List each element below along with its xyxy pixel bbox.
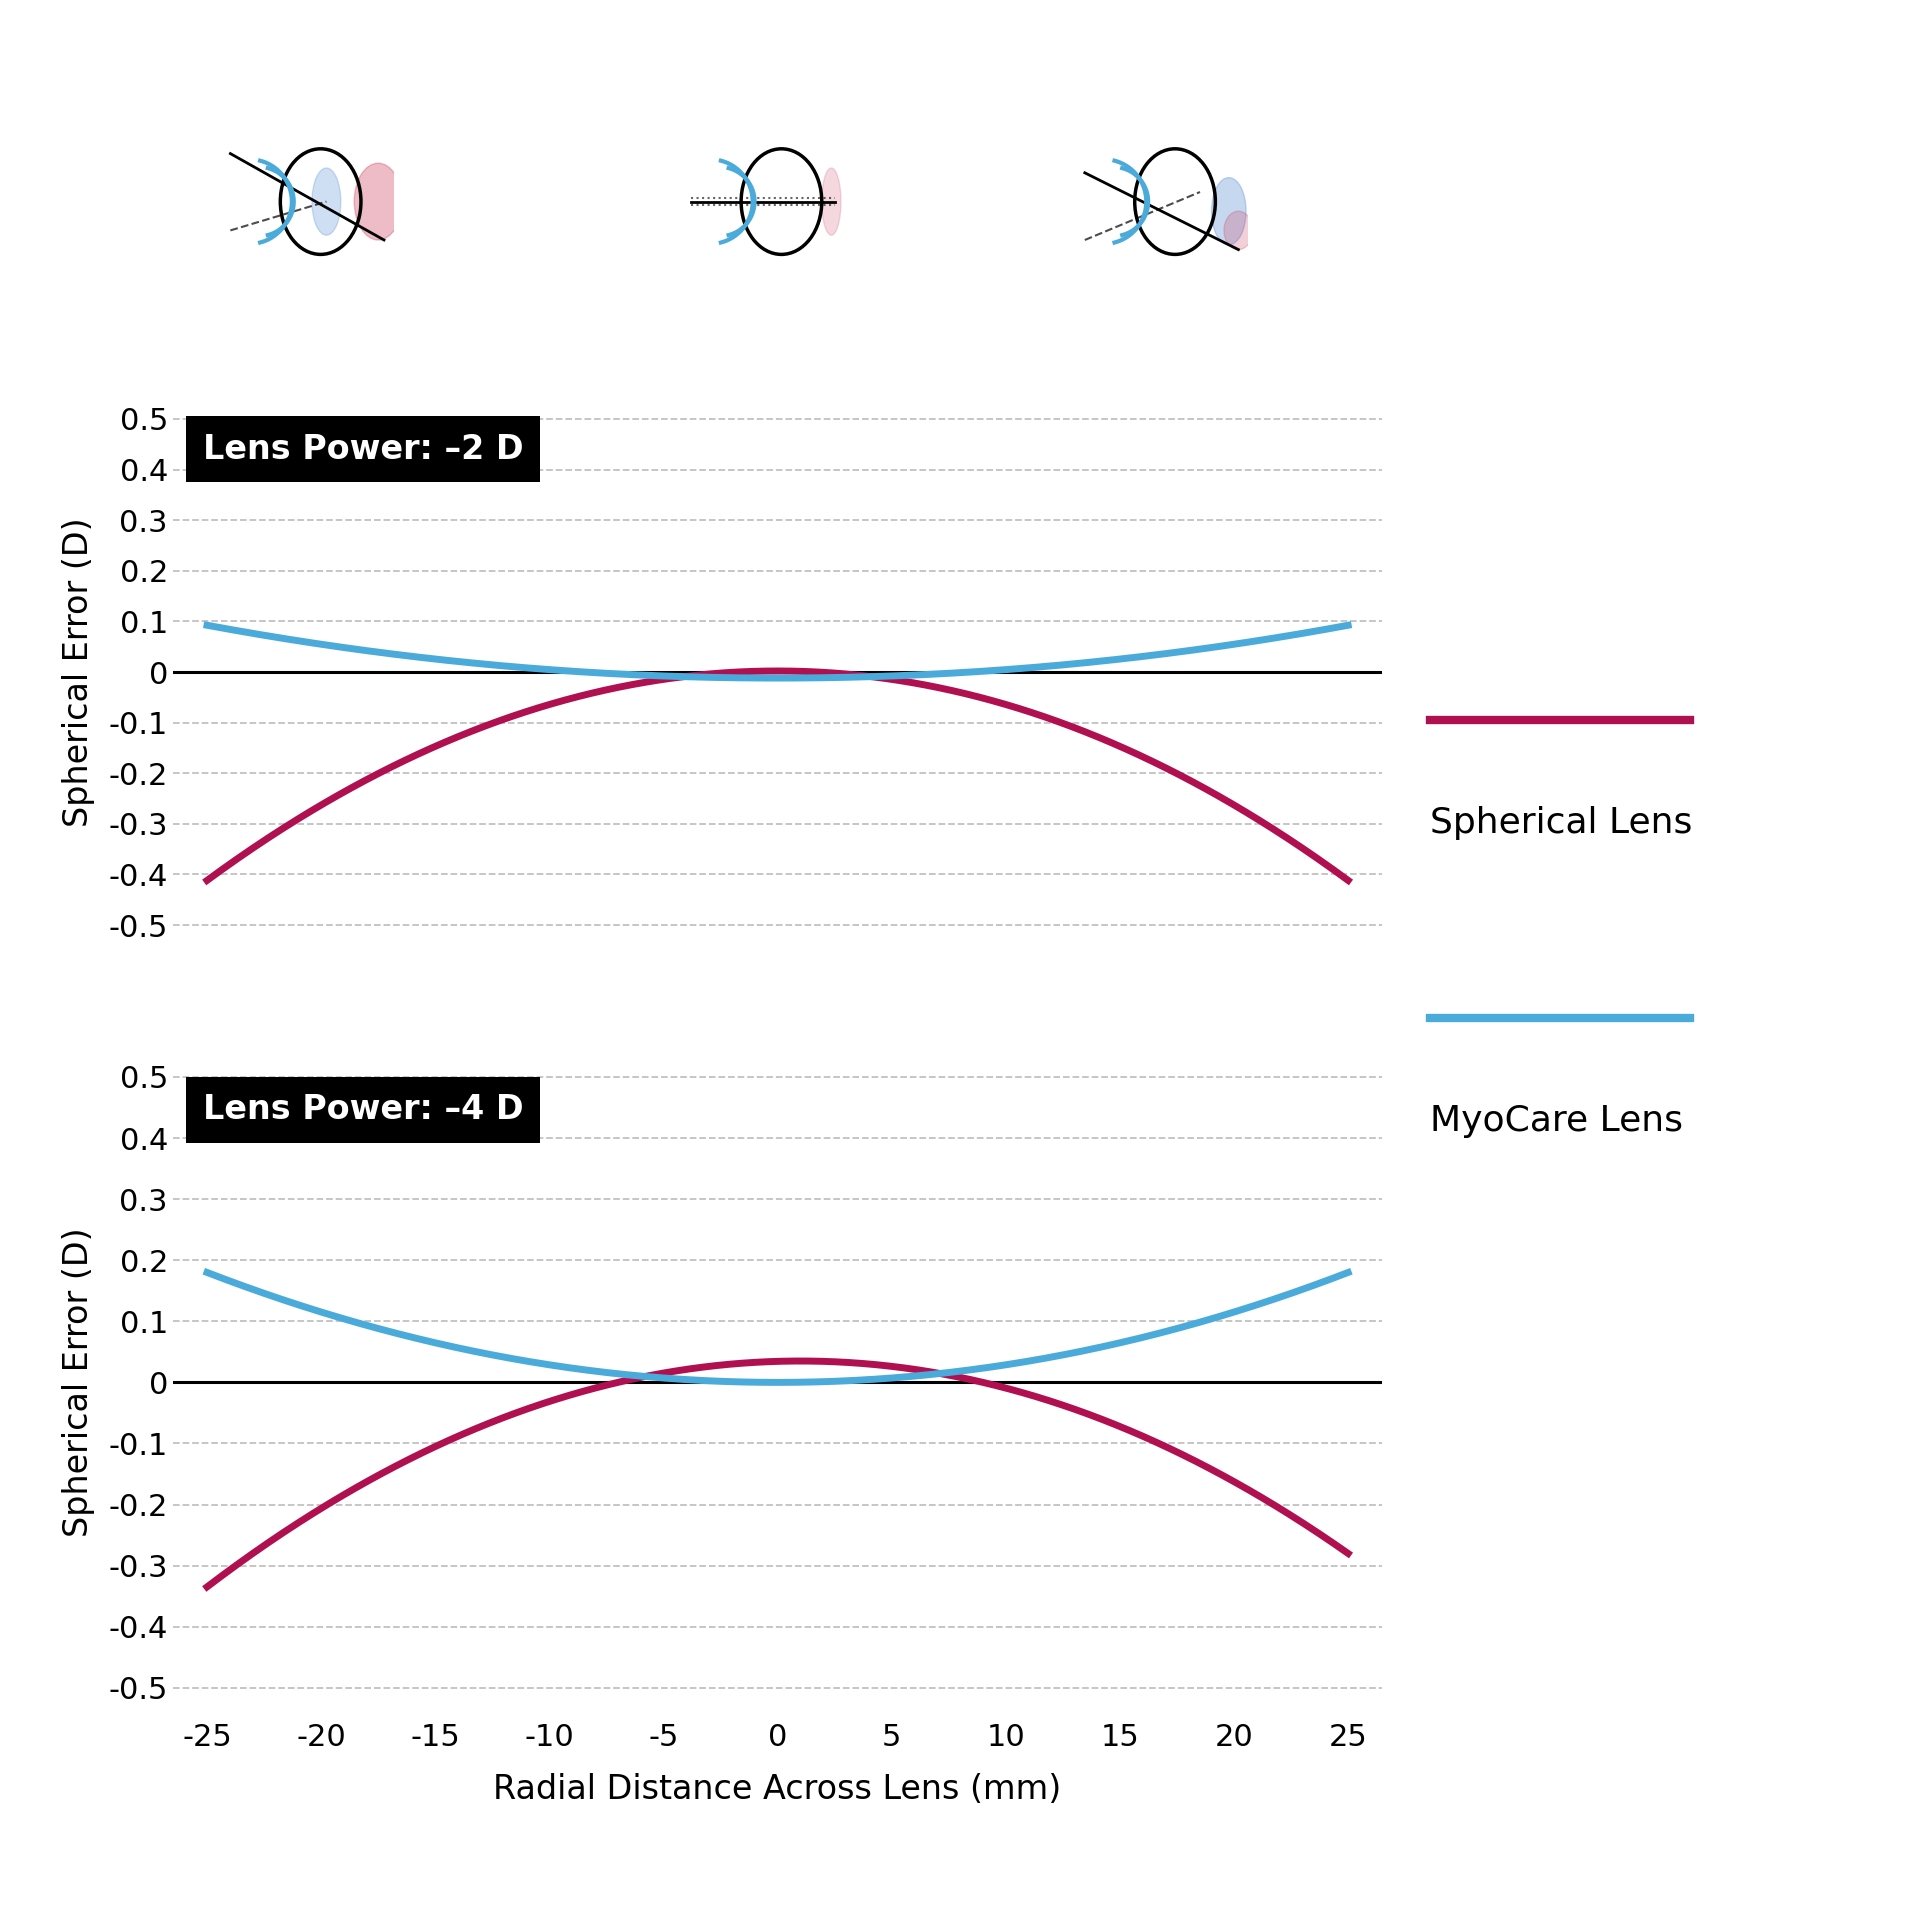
Text: Lens Power: –2 D: Lens Power: –2 D xyxy=(204,432,524,465)
Ellipse shape xyxy=(1223,211,1252,250)
Ellipse shape xyxy=(822,167,841,236)
Text: MyoCare Lens: MyoCare Lens xyxy=(1430,1104,1684,1139)
Text: Spherical Lens: Spherical Lens xyxy=(1430,806,1693,841)
Y-axis label: Spherical Error (D): Spherical Error (D) xyxy=(61,1227,94,1538)
Ellipse shape xyxy=(353,163,403,240)
Text: Lens Power: –4 D: Lens Power: –4 D xyxy=(204,1092,524,1127)
Ellipse shape xyxy=(313,167,342,236)
Y-axis label: Spherical Error (D): Spherical Error (D) xyxy=(61,516,94,828)
Ellipse shape xyxy=(1212,179,1246,244)
X-axis label: Radial Distance Across Lens (mm): Radial Distance Across Lens (mm) xyxy=(493,1772,1062,1807)
